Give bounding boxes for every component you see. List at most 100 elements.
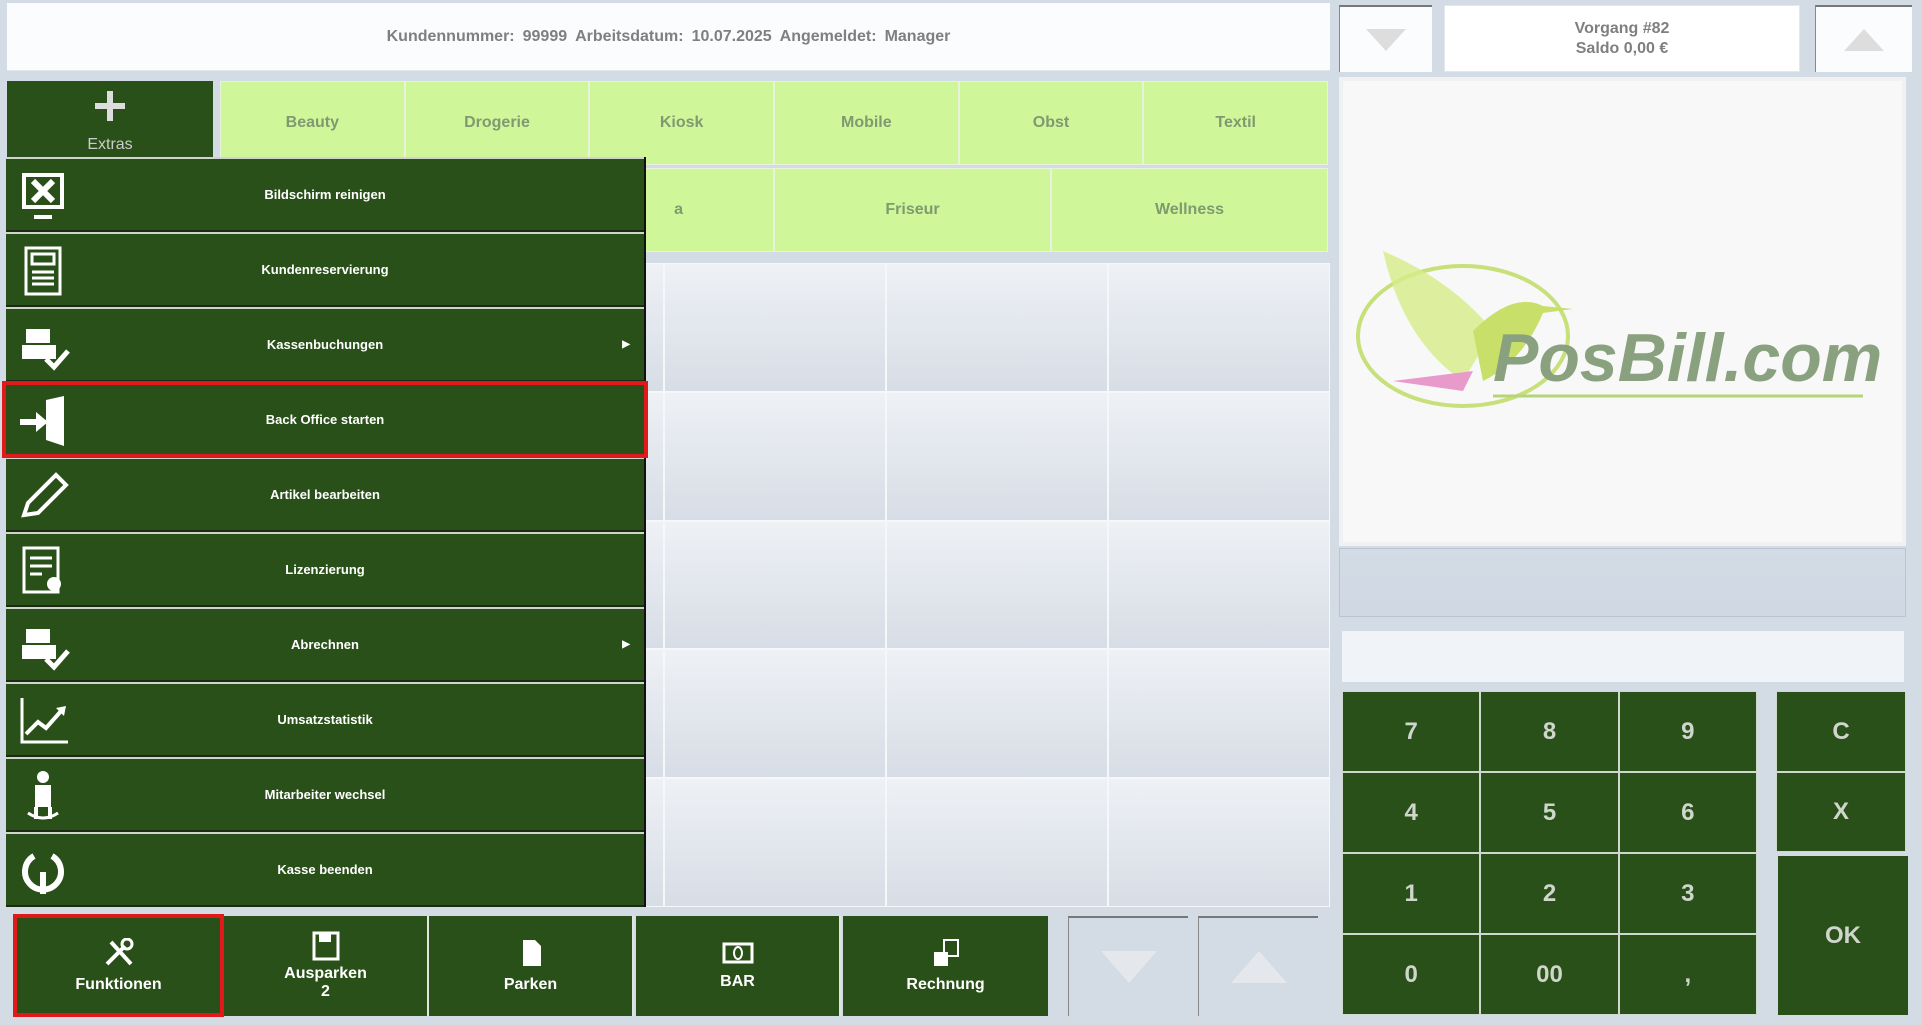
svg-text:PosBill.com: PosBill.com [1493, 320, 1882, 396]
numpad-key[interactable]: 5 [1480, 772, 1619, 853]
work-date: 10.07.2025 [691, 27, 772, 45]
category-button[interactable]: Wellness [1051, 168, 1328, 252]
ausparken-count: 2 [321, 983, 330, 1000]
category-button[interactable]: Drogerie [404, 81, 590, 165]
customer-number: 99999 [522, 27, 568, 45]
article-slot[interactable] [664, 778, 886, 907]
menu-item-label: Bildschirm reinigen [264, 187, 386, 202]
ok-key[interactable]: OK [1778, 856, 1908, 1015]
page-down-button[interactable] [1068, 916, 1188, 1016]
menu-item-kasse-beenden[interactable]: Kasse beenden [6, 832, 644, 905]
numpad-display [1342, 631, 1904, 682]
menu-item-lizenzierung[interactable]: Lizenzierung [6, 532, 644, 605]
category-button[interactable]: Beauty [220, 81, 405, 165]
save-disk-icon [312, 931, 339, 961]
triangle-up-icon [1230, 951, 1287, 983]
numpad-key[interactable]: 2 [1480, 853, 1619, 934]
article-slot[interactable] [886, 778, 1108, 907]
category-button[interactable]: Kiosk [589, 81, 774, 165]
cash-icon [722, 942, 753, 964]
tools-icon [105, 938, 133, 966]
menu-item-mitarbeiter-wechsel[interactable]: Mitarbeiter wechsel [6, 757, 644, 830]
scroll-up-button[interactable] [1815, 5, 1912, 72]
bar-button[interactable]: BAR [636, 916, 841, 1016]
functions-menu: Bildschirm reinigen Kundenreservierung Kas… [6, 157, 646, 907]
rechnung-button[interactable]: Rechnung [843, 916, 1048, 1016]
posbill-logo: PosBill.com [1356, 251, 1882, 408]
submenu-arrow-icon: ▶ [622, 339, 630, 350]
triangle-down-icon [1100, 951, 1157, 983]
clear-key[interactable]: C [1776, 691, 1906, 772]
ausparken-button[interactable]: Ausparken 2 [224, 916, 429, 1016]
cancel-key[interactable]: X [1776, 772, 1906, 852]
category-button[interactable]: Friseur [774, 168, 1051, 252]
new-document-icon [522, 940, 541, 966]
category-button[interactable]: Mobile [774, 81, 959, 165]
article-slot[interactable] [1108, 391, 1330, 521]
numpad-key[interactable]: 8 [1480, 691, 1619, 772]
menu-item-label: Kasse beenden [277, 862, 373, 877]
extras-label: Extras [87, 136, 133, 153]
menu-item-label: Back Office starten [265, 412, 385, 427]
reservation-icon [16, 244, 70, 298]
article-slot[interactable] [1108, 263, 1330, 392]
article-slot[interactable] [664, 520, 886, 650]
extras-button[interactable]: Extras [7, 81, 213, 165]
logged-in-label: Angemeldet: [779, 27, 877, 45]
transaction-title: Vorgang #82 [1574, 20, 1670, 37]
funktionen-button[interactable]: Funktionen [15, 916, 224, 1016]
menu-item-back-office-starten[interactable]: Back Office starten [6, 382, 644, 455]
menu-item-abrechnen[interactable]: Abrechnen ▶ [6, 607, 644, 680]
numpad-key[interactable]: 7 [1342, 691, 1481, 772]
customer-number-label: Kundennummer: [386, 27, 515, 45]
numpad-key[interactable]: 3 [1618, 853, 1757, 934]
transaction-balance: Saldo 0,00 € [1575, 40, 1669, 57]
numpad-key[interactable]: 9 [1618, 691, 1757, 772]
menu-item-kundenreservierung[interactable]: Kundenreservierung [6, 232, 644, 305]
triangle-down-icon [1366, 28, 1406, 51]
user-switch-icon [16, 769, 70, 823]
numpad-key[interactable]: 4 [1342, 772, 1481, 853]
category-button[interactable]: Obst [958, 81, 1144, 165]
menu-item-label: Artikel bearbeiten [270, 487, 380, 502]
article-slot[interactable] [1108, 778, 1330, 907]
plus-icon [95, 91, 125, 121]
article-slot[interactable] [886, 391, 1108, 521]
invoice-printer-icon [933, 939, 959, 966]
bar-label: BAR [720, 973, 755, 990]
article-slot[interactable] [664, 649, 886, 779]
menu-item-bildschirm-reinigen[interactable]: Bildschirm reinigen [6, 157, 644, 230]
cash-register-icon [16, 619, 70, 673]
menu-item-label: Mitarbeiter wechsel [264, 787, 386, 802]
submenu-arrow-icon: ▶ [622, 639, 630, 650]
parken-button[interactable]: Parken [429, 916, 634, 1016]
numpad-key[interactable]: 6 [1618, 772, 1757, 853]
transaction-info: Vorgang #82 Saldo 0,00 € [1444, 5, 1800, 72]
article-slot[interactable] [886, 520, 1108, 650]
info-strip [1339, 548, 1906, 617]
category-row-1: Beauty Drogerie Kiosk Mobile Obst Textil [220, 81, 1328, 165]
article-slot[interactable] [664, 263, 886, 392]
numpad-key[interactable]: 1 [1342, 853, 1481, 934]
menu-item-artikel-bearbeiten[interactable]: Artikel bearbeiten [6, 457, 644, 530]
menu-item-kassenbuchungen[interactable]: Kassenbuchungen ▶ [6, 307, 644, 380]
menu-item-label: Abrechnen [291, 637, 359, 652]
page-up-button[interactable] [1198, 916, 1318, 1016]
numpad-key[interactable]: , [1618, 934, 1757, 1015]
article-slot[interactable] [1108, 520, 1330, 650]
logo-panel: PosBill.com [1339, 77, 1906, 546]
article-slot[interactable] [886, 649, 1108, 779]
cash-register-icon [16, 319, 70, 373]
menu-item-umsatzstatistik[interactable]: Umsatzstatistik [6, 682, 644, 755]
logged-in-user: Manager [884, 27, 951, 45]
article-slot[interactable] [664, 391, 886, 521]
category-button[interactable]: Textil [1143, 81, 1328, 165]
numpad-key[interactable]: 0 [1342, 934, 1481, 1015]
ausparken-label: Ausparken [284, 965, 367, 982]
article-slot[interactable] [1108, 649, 1330, 779]
funktionen-label: Funktionen [75, 976, 162, 993]
numpad-key[interactable]: 00 [1480, 934, 1619, 1015]
certificate-icon [16, 544, 70, 598]
scroll-down-button[interactable] [1339, 5, 1432, 72]
article-slot[interactable] [886, 263, 1108, 392]
